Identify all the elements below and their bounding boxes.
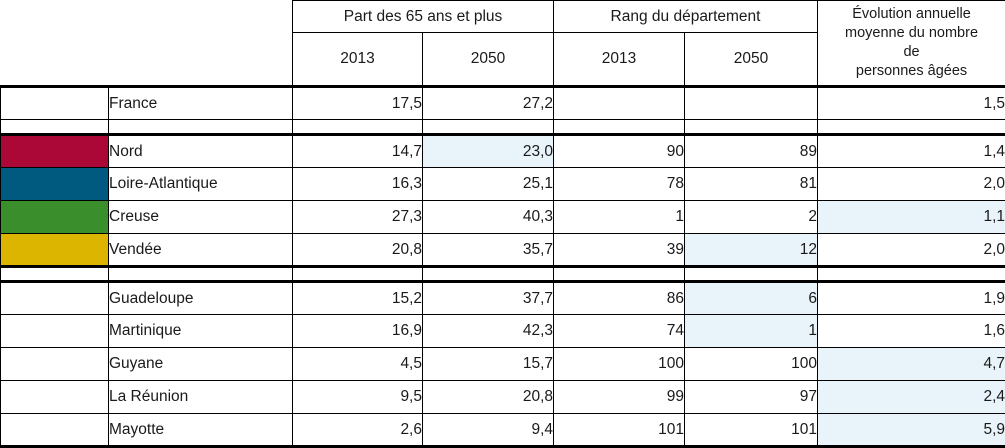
cell-evolution: 2,0: [818, 168, 1005, 201]
cell-share-2013: 2,6: [293, 414, 423, 447]
cell-share-2050: 27,2: [423, 87, 554, 120]
cell-rank-2013: 39: [554, 234, 685, 267]
header-rank-year-2013: 2013: [554, 33, 685, 87]
cell-share-2050: 40,3: [423, 201, 554, 234]
cell-rank-2013: 90: [554, 135, 685, 168]
cell-rank-2050: 81: [685, 168, 818, 201]
cell-rank-2050: 100: [685, 348, 818, 381]
cell-evolution: 2,0: [818, 234, 1005, 267]
cell-rank-2050: 1: [685, 315, 818, 348]
color-swatch-cell: [1, 168, 109, 201]
header-rank-group: Rang du département: [554, 1, 818, 33]
cell-rank-2013: 101: [554, 414, 685, 447]
cell-evolution: 5,9: [818, 414, 1005, 447]
department-label: Mayotte: [109, 414, 293, 447]
cell-share-2050: 25,1: [423, 168, 554, 201]
header-group-row: Part des 65 ans et plus Rang du départem…: [1, 1, 1005, 33]
department-label: La Réunion: [109, 381, 293, 414]
cell-share-2050: 42,3: [423, 315, 554, 348]
table-row-creuse: Creuse 27,3 40,3 1 2 1,1: [1, 201, 1005, 234]
cell-rank-2050: 101: [685, 414, 818, 447]
color-swatch-cell: [1, 201, 109, 234]
cell-evolution: 1,1: [818, 201, 1005, 234]
color-swatch-cell: [1, 87, 109, 120]
color-swatch-cell: [1, 315, 109, 348]
cell-rank-2013: 100: [554, 348, 685, 381]
cell-evolution: 1,4: [818, 135, 1005, 168]
cell-rank-2013: 74: [554, 315, 685, 348]
table-row-guadeloupe: Guadeloupe 15,2 37,7 86 6 1,9: [1, 282, 1005, 315]
department-label: Vendée: [109, 234, 293, 267]
table-row-martinique: Martinique 16,9 42,3 74 1 1,6: [1, 315, 1005, 348]
cell-evolution: 4,7: [818, 348, 1005, 381]
cell-share-2050: 37,7: [423, 282, 554, 315]
table-row-france: France 17,5 27,2 1,5: [1, 87, 1005, 120]
department-label: France: [109, 87, 293, 120]
table-row-loire-atlantique: Loire-Atlantique 16,3 25,1 78 81 2,0: [1, 168, 1005, 201]
department-label: Guyane: [109, 348, 293, 381]
cell-rank-2050: 97: [685, 381, 818, 414]
cell-share-2050: 23,0: [423, 135, 554, 168]
department-label: Nord: [109, 135, 293, 168]
department-label: Loire-Atlantique: [109, 168, 293, 201]
cell-share-2013: 16,3: [293, 168, 423, 201]
color-swatch-cell: [1, 135, 109, 168]
header-empty-corner: [1, 1, 293, 87]
cell-rank-2050: 89: [685, 135, 818, 168]
color-swatch-cell: [1, 381, 109, 414]
table-row-mayotte: Mayotte 2,6 9,4 101 101 5,9: [1, 414, 1005, 447]
cell-rank-2013: 86: [554, 282, 685, 315]
table-row-guyane: Guyane 4,5 15,7 100 100 4,7: [1, 348, 1005, 381]
cell-rank-2050: 2: [685, 201, 818, 234]
cell-evolution: 1,5: [818, 87, 1005, 120]
spacer-row: [1, 267, 1005, 282]
department-label: Creuse: [109, 201, 293, 234]
cell-rank-2013: 99: [554, 381, 685, 414]
header-share-year-2013: 2013: [293, 33, 423, 87]
header-share-group: Part des 65 ans et plus: [293, 1, 554, 33]
table-row-la-reunion: La Réunion 9,5 20,8 99 97 2,4: [1, 381, 1005, 414]
cell-share-2050: 35,7: [423, 234, 554, 267]
cell-rank-2013: [554, 87, 685, 120]
cell-share-2013: 9,5: [293, 381, 423, 414]
header-evolution-group: Évolution annuelle moyenne du nombre de …: [818, 1, 1005, 87]
table-row-nord: Nord 14,7 23,0 90 89 1,4: [1, 135, 1005, 168]
department-label: Guadeloupe: [109, 282, 293, 315]
cell-share-2013: 20,8: [293, 234, 423, 267]
department-label: Martinique: [109, 315, 293, 348]
cell-rank-2013: 1: [554, 201, 685, 234]
cell-evolution: 2,4: [818, 381, 1005, 414]
cell-share-2013: 4,5: [293, 348, 423, 381]
cell-share-2050: 9,4: [423, 414, 554, 447]
color-swatch-cell: [1, 282, 109, 315]
cell-share-2013: 15,2: [293, 282, 423, 315]
header-share-year-2050: 2050: [423, 33, 554, 87]
cell-evolution: 1,9: [818, 282, 1005, 315]
color-swatch-cell: [1, 234, 109, 267]
cell-share-2050: 20,8: [423, 381, 554, 414]
cell-rank-2050: 12: [685, 234, 818, 267]
color-swatch-cell: [1, 348, 109, 381]
cell-rank-2013: 78: [554, 168, 685, 201]
spacer-row: [1, 120, 1005, 135]
cell-evolution: 1,6: [818, 315, 1005, 348]
cell-share-2050: 15,7: [423, 348, 554, 381]
header-rank-year-2050: 2050: [685, 33, 818, 87]
cell-share-2013: 17,5: [293, 87, 423, 120]
cell-share-2013: 27,3: [293, 201, 423, 234]
color-swatch-cell: [1, 414, 109, 447]
cell-rank-2050: 6: [685, 282, 818, 315]
cell-share-2013: 14,7: [293, 135, 423, 168]
cell-rank-2050: [685, 87, 818, 120]
cell-share-2013: 16,9: [293, 315, 423, 348]
table-row-vendee: Vendée 20,8 35,7 39 12 2,0: [1, 234, 1005, 267]
